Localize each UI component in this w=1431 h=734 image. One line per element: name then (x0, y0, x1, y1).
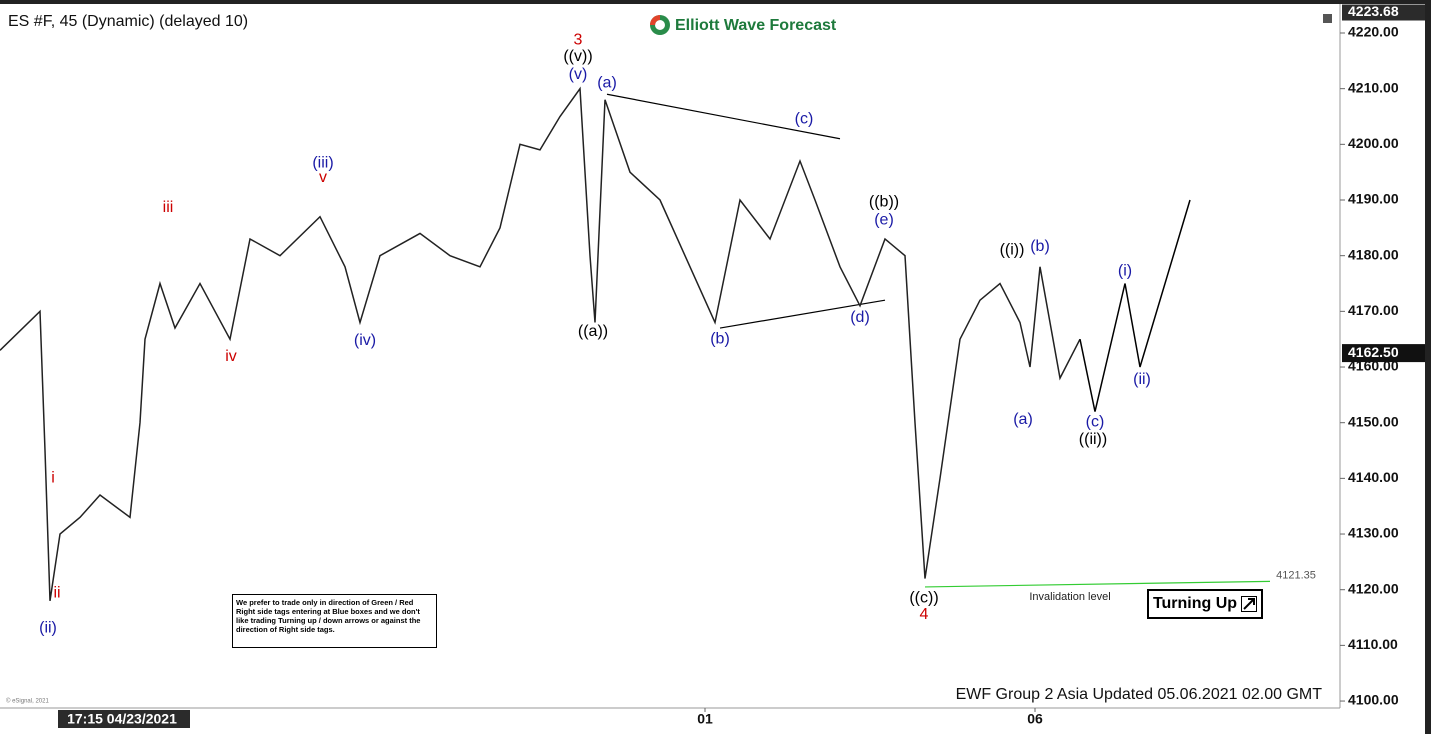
chart-title: ES #F, 45 (Dynamic) (delayed 10) (8, 13, 248, 30)
logo-icon (655, 20, 665, 30)
price-flag (1342, 344, 1425, 363)
wave-label: 3 (574, 31, 583, 48)
frame-right (1425, 0, 1431, 734)
time-axis (0, 709, 1425, 734)
wave-label: i (51, 470, 55, 487)
wave-label: (v) (569, 66, 588, 83)
wave-label: ((ii)) (1079, 431, 1107, 448)
wave-label: ((i)) (1000, 241, 1025, 258)
price-flag-label: 4223.68 (1348, 3, 1399, 19)
y-tick-label: 4220.00 (1348, 24, 1399, 40)
wave-label: v (319, 169, 327, 186)
arrow-icon (1241, 596, 1258, 612)
x-tick-label: 01 (697, 711, 713, 727)
wave-label: (e) (874, 211, 894, 228)
y-tick-label: 4190.00 (1348, 191, 1399, 207)
wave-label: 4 (920, 606, 929, 623)
logo-icon (650, 15, 660, 25)
y-tick-label: 4110.00 (1348, 636, 1398, 652)
y-tick-label: 4150.00 (1348, 413, 1399, 429)
x-tick-label: 06 (1027, 711, 1043, 727)
wave-label: ii (53, 584, 60, 601)
wave-label: (a) (597, 74, 617, 91)
price-flag-label: 4162.50 (1348, 344, 1399, 360)
copyright: © eSignal, 2021 (6, 698, 49, 705)
wave-label: (iii) (312, 154, 333, 171)
wave-label: ((c)) (909, 589, 938, 606)
icon[interactable] (1323, 14, 1332, 23)
note-box: We prefer to trade only in direction of … (232, 594, 437, 648)
wave-label: (c) (1086, 413, 1105, 430)
badge: Turning Up (1147, 589, 1263, 619)
wave-label: (ii) (1133, 371, 1151, 388)
wave-label: (b) (710, 330, 730, 347)
wave-label: ((b)) (869, 193, 899, 210)
wave-label: ((a)) (578, 323, 608, 340)
wave-label: iii (163, 199, 174, 216)
y-tick-label: 4170.00 (1348, 302, 1399, 318)
wave-label: (b) (1030, 238, 1050, 255)
price-line (1079, 199, 1191, 412)
wave-label: ((v)) (563, 48, 592, 65)
wave-label: (i) (1118, 262, 1132, 279)
wave-label: (c) (795, 111, 814, 128)
wave-label: (a) (1013, 411, 1033, 428)
price-line (0, 86, 1081, 601)
x-tick-box (58, 710, 190, 728)
y-tick-label: 4100.00 (1348, 692, 1399, 708)
trendline (719, 299, 886, 329)
x-tick-label: 17:15 04/23/2021 (67, 711, 177, 727)
y-tick-label: 4210.00 (1348, 79, 1399, 95)
y-tick-label: 4140.00 (1348, 469, 1399, 485)
y-tick-label: 4120.00 (1348, 580, 1399, 596)
wave-label: (d) (850, 309, 870, 326)
frame-top (0, 0, 1431, 4)
badge-text: Turning Up (1152, 595, 1238, 612)
footer: EWF Group 2 Asia Updated 05.06.2021 02.0… (956, 686, 1323, 703)
wave-label: (iv) (354, 332, 376, 349)
trendline (924, 580, 1271, 588)
price-flag (1342, 4, 1425, 21)
trendline (606, 93, 841, 140)
wave-label: iv (225, 348, 237, 365)
y-tick-label: 4130.00 (1348, 525, 1399, 541)
brand: Elliott Wave Forecast (675, 17, 837, 34)
wave-label: Invalidation level (1029, 591, 1110, 603)
y-tick-label: 4180.00 (1348, 246, 1399, 262)
wave-label: (ii) (39, 619, 57, 636)
y-tick-label: 4200.00 (1348, 135, 1399, 151)
wave-label: 4121.35 (1276, 570, 1316, 582)
